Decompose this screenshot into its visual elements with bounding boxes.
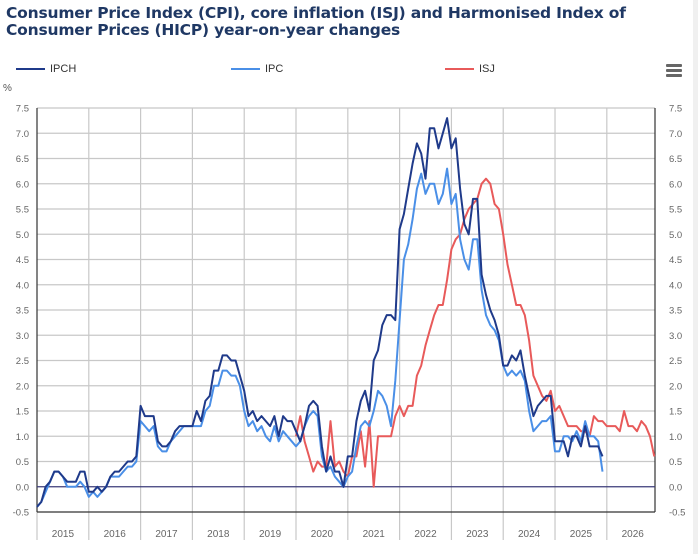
series-line-ipc <box>36 167 604 508</box>
y-tick-label-left: 1.5 <box>16 407 29 418</box>
y-tick-label-left: 1.0 <box>16 432 29 443</box>
y-tick-label-left: 3.5 <box>16 306 29 317</box>
series-lines <box>36 117 656 508</box>
y-tick-label-right: 5.0 <box>669 230 682 241</box>
y-tick-label-left: -0.5 <box>13 508 29 519</box>
menu-bar <box>666 74 682 77</box>
legend-label-isj: ISJ <box>479 63 495 75</box>
y-tick-label-left: 2.5 <box>16 356 29 367</box>
legend-label-ipch: IPCH <box>50 63 77 75</box>
y-tick-label-right: 7.0 <box>669 129 682 140</box>
y-tick-label-right: 0.5 <box>669 457 682 468</box>
y-tick-label-right: 2.5 <box>669 356 682 367</box>
y-tick-label-left: 7.0 <box>16 129 29 140</box>
x-axis-labels: 2015 2016 2017 2018 2019 2020 2021 2022 2023 2024… <box>52 529 645 540</box>
y-tick-label-left: 5.0 <box>16 230 29 241</box>
x-tick-label: 2018 <box>207 529 230 540</box>
y-tick-label-left: 7.5 <box>16 104 29 115</box>
y-tick-label-left: 3.0 <box>16 331 29 342</box>
y-tick-label-left: 6.5 <box>16 154 29 165</box>
y-tick-label-left: 4.0 <box>16 280 29 291</box>
y-axis-unit-label: % <box>3 83 12 94</box>
axes <box>36 108 656 513</box>
y-tick-label-right: 3.5 <box>669 306 682 317</box>
legend-item-ipch[interactable]: IPCH <box>16 61 76 77</box>
legend-swatch-ipc <box>231 68 260 70</box>
y-tick-label-right: 1.5 <box>669 407 682 418</box>
legend-label-ipc: IPC <box>265 63 284 75</box>
x-tick-label: 2016 <box>104 529 127 540</box>
x-tick-label: 2021 <box>363 529 386 540</box>
y-tick-label-right: 4.5 <box>669 255 682 266</box>
y-tick-label-right: 5.5 <box>669 205 682 216</box>
y-axis-right-labels: 7.5 7.0 6.5 6.0 5.5 5.0 4.5 4.0 3.5 3.0 2.5 2.0 1.5 1… <box>669 104 685 519</box>
y-tick-label-right: 7.5 <box>669 104 682 115</box>
legend-item-ipc[interactable]: IPC <box>231 61 283 77</box>
x-tick-label: 2019 <box>259 529 282 540</box>
series-line-ipch <box>36 117 604 508</box>
x-tick-label: 2024 <box>518 529 541 540</box>
y-tick-label-right: -0.5 <box>669 508 685 519</box>
legend-swatch-isj <box>445 68 474 70</box>
series-line-isj <box>295 177 656 488</box>
y-tick-label-left: 5.5 <box>16 205 29 216</box>
x-tick-label: 2026 <box>622 529 645 540</box>
legend-item-isj[interactable]: ISJ <box>445 61 495 77</box>
menu-bar <box>666 69 682 72</box>
chart-title: Consumer Price Index (CPI), core inflati… <box>6 4 626 39</box>
y-tick-label-right: 2.0 <box>669 381 682 392</box>
legend-swatch-ipch <box>16 68 45 70</box>
menu-bar <box>666 64 682 67</box>
x-tick-label: 2017 <box>155 529 178 540</box>
y-tick-label-left: 0.0 <box>16 482 29 493</box>
x-tick-label: 2015 <box>52 529 75 540</box>
y-tick-label-right: 1.0 <box>669 432 682 443</box>
y-tick-label-left: 4.5 <box>16 255 29 266</box>
scrollbar-track[interactable] <box>693 0 698 554</box>
x-tick-label: 2023 <box>466 529 489 540</box>
y-tick-label-right: 6.0 <box>669 179 682 190</box>
x-tick-label: 2025 <box>570 529 593 540</box>
x-tick-label: 2022 <box>414 529 437 540</box>
x-tick-label: 2020 <box>311 529 334 540</box>
hamburger-menu-icon[interactable] <box>666 64 682 78</box>
grid-lines <box>36 107 655 540</box>
y-tick-label-right: 6.5 <box>669 154 682 165</box>
y-tick-label-right: 3.0 <box>669 331 682 342</box>
y-tick-label-left: 6.0 <box>16 179 29 190</box>
y-tick-label-left: 2.0 <box>16 381 29 392</box>
y-tick-label-right: 4.0 <box>669 280 682 291</box>
y-tick-label-left: 0.5 <box>16 457 29 468</box>
y-tick-label-right: 0.0 <box>669 482 682 493</box>
y-axis-left-labels: 7.5 7.0 6.5 6.0 5.5 5.0 4.5 4.0 3.5 3.0 2.5 2.0 1.5 1… <box>13 104 29 519</box>
